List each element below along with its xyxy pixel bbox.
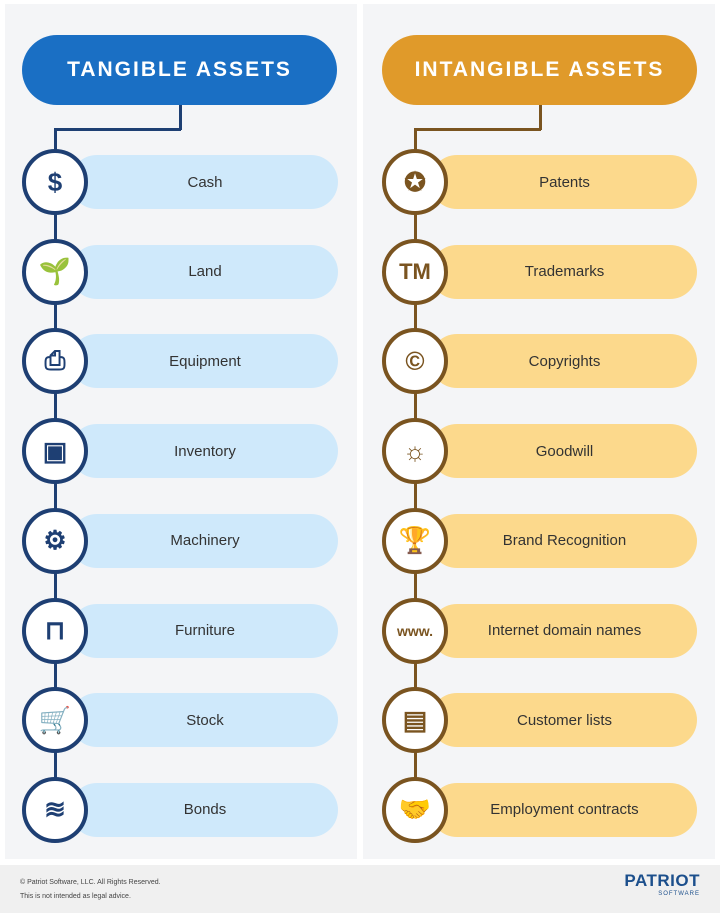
cart-icon: 🛒 xyxy=(22,687,88,754)
intangible-item-bar: Goodwill xyxy=(430,424,697,479)
plant-icon: 🌱 xyxy=(22,238,88,305)
intangible-item-bar: Patents xyxy=(430,155,697,209)
tangible-item-bar: Machinery xyxy=(70,513,338,568)
intangible-item-bar: Brand Recognition xyxy=(430,513,697,568)
trademark-icon: TM xyxy=(382,238,448,305)
item-label: Equipment xyxy=(169,352,241,370)
intangible-connector xyxy=(539,105,542,130)
gear-icon: ⚙ xyxy=(22,507,88,574)
ribbon-award-icon: ✪ xyxy=(382,149,448,215)
tangible-item-bar: Inventory xyxy=(70,424,338,479)
intangible-item-bar: Internet domain names xyxy=(430,603,697,658)
intangible-item-bar: Trademarks xyxy=(430,244,697,299)
copyright-text: © Patriot Software, LLC. All Rights Rese… xyxy=(20,879,161,886)
printer-icon: ⎙ xyxy=(22,328,88,395)
item-label: Inventory xyxy=(174,442,236,460)
id-card-icon: ▤ xyxy=(382,687,448,754)
logo-text: PATRIOT xyxy=(624,871,700,890)
item-label: Furniture xyxy=(174,622,236,639)
tangible-item-bar: Bonds xyxy=(70,782,338,837)
logo-sub: SOFTWARE xyxy=(658,891,700,897)
patriot-logo: PATRIOT SOFTWARE xyxy=(624,871,700,897)
tangible-item-bar: Land xyxy=(70,244,338,299)
box-icon: ▣ xyxy=(22,418,88,485)
www-icon: www. xyxy=(382,597,448,664)
intangible-item-bar: Customer lists xyxy=(430,693,697,748)
item-label: Bonds xyxy=(183,801,227,819)
intangible-item-bar: Employment contracts xyxy=(430,782,697,837)
item-label: Trademarks xyxy=(524,263,605,281)
sun-icon: ☼ xyxy=(382,418,448,485)
item-label: Internet domain names xyxy=(487,622,642,639)
tangible-item-bar: Furniture xyxy=(70,603,338,658)
item-label: Machinery xyxy=(170,532,240,550)
item-label: Customer lists xyxy=(516,711,613,729)
cash-icon: $ xyxy=(22,149,88,215)
item-label: Employment contracts xyxy=(490,801,639,819)
item-label: Stock xyxy=(186,711,224,729)
footer: © Patriot Software, LLC. All Rights Rese… xyxy=(0,865,720,913)
intangible-connector xyxy=(414,128,541,131)
intangible-item-bar: Copyrights xyxy=(430,334,697,389)
tangible-header: TANGIBLE ASSETS xyxy=(22,35,337,105)
item-label: Land xyxy=(188,263,222,281)
desk-icon: ⊓ xyxy=(22,597,88,664)
tangible-item-bar: Equipment xyxy=(70,334,338,389)
tangible-item-bar: Stock xyxy=(70,693,338,748)
item-label: Cash xyxy=(187,173,223,191)
papers-icon: ≋ xyxy=(22,776,88,843)
item-label: Copyrights xyxy=(528,352,601,370)
tangible-item-bar: Cash xyxy=(70,155,338,209)
tangible-connector xyxy=(179,105,182,130)
trophy-icon: 🏆 xyxy=(382,507,448,574)
item-label: Brand Recognition xyxy=(502,532,627,550)
copyright-icon: © xyxy=(382,328,448,395)
disclaimer-text: This is not intended as legal advice. xyxy=(20,893,131,900)
handshake-icon: 🤝 xyxy=(382,776,448,843)
item-label: Patents xyxy=(539,173,590,191)
tangible-connector xyxy=(54,128,181,131)
item-label: Goodwill xyxy=(535,442,594,460)
intangible-header: INTANGIBLE ASSETS xyxy=(382,35,697,105)
